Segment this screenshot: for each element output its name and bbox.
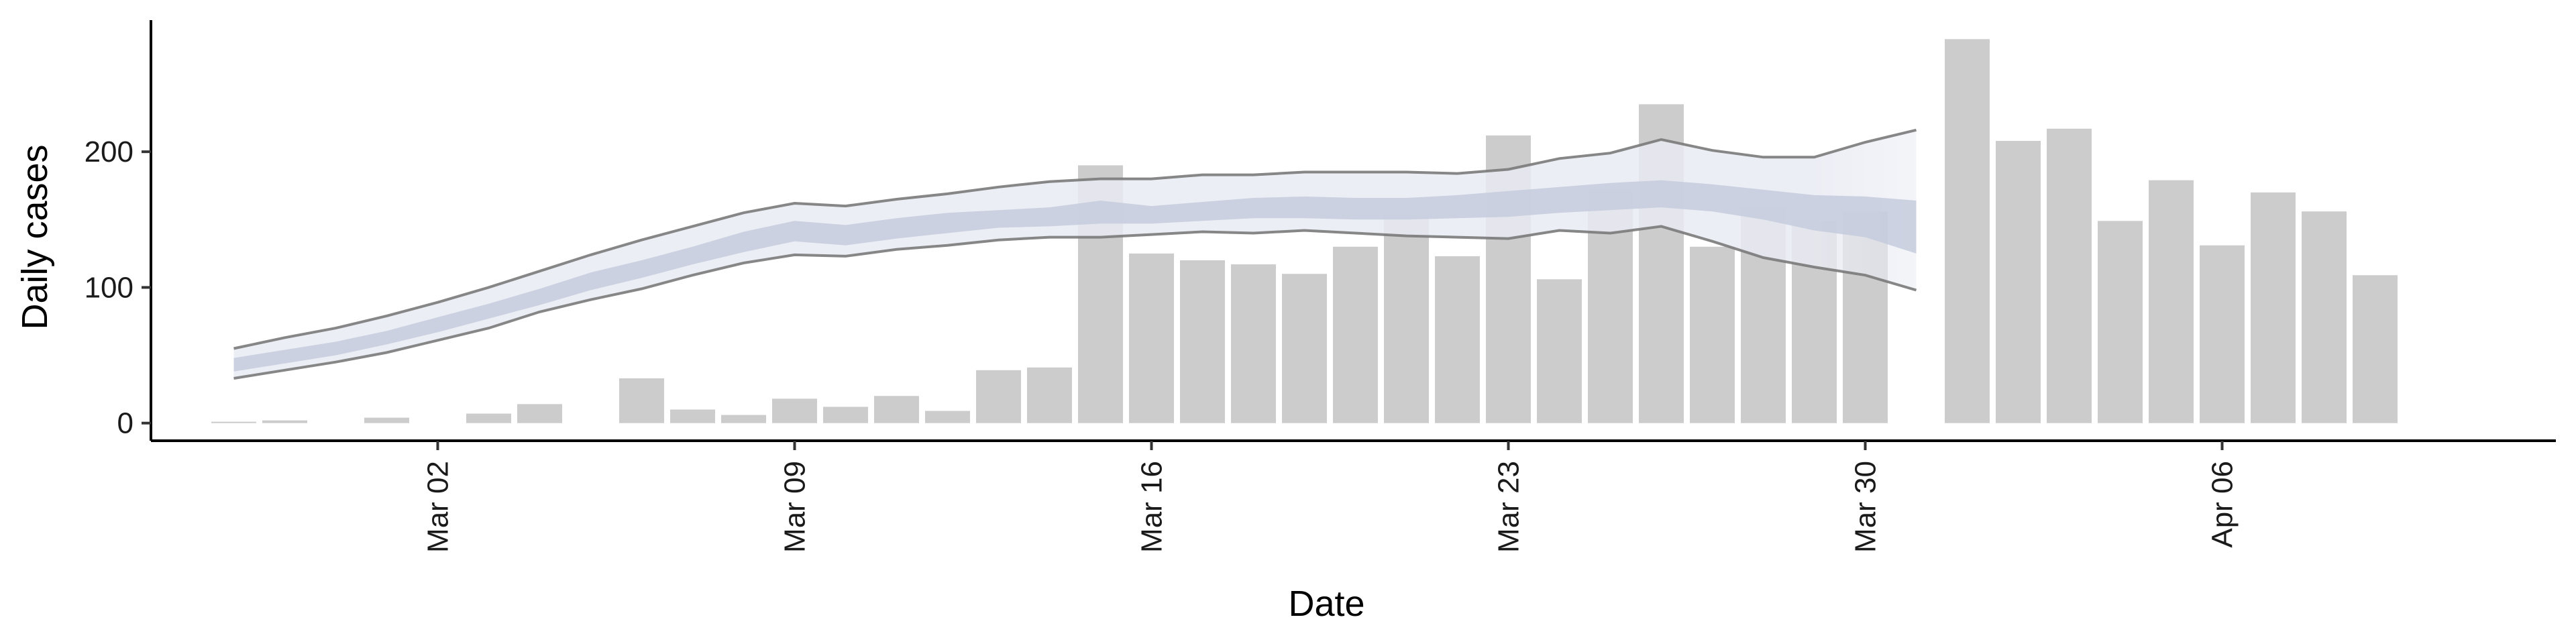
y-tick-label: 0 bbox=[117, 407, 133, 440]
bar-2020-03-04 bbox=[517, 404, 562, 423]
x-tick-label: Mar 30 bbox=[1849, 461, 1882, 553]
bar-2020-04-04 bbox=[2098, 221, 2143, 423]
inner-estimate-band bbox=[233, 180, 1917, 372]
bar-2020-04-05 bbox=[2149, 180, 2194, 423]
bar-2020-04-01 bbox=[1945, 39, 1990, 423]
y-tick-label: 100 bbox=[85, 271, 133, 304]
x-tick-label: Mar 23 bbox=[1493, 461, 1525, 553]
bar-2020-03-08 bbox=[721, 415, 766, 423]
bar-2020-03-01 bbox=[364, 417, 409, 423]
bar-2020-03-18 bbox=[1231, 264, 1276, 423]
bar-2020-03-07 bbox=[670, 409, 715, 423]
bar-2020-03-17 bbox=[1180, 260, 1225, 423]
axes: 0 100 200 Mar 02 Mar 09 Mar 16 Mar 23 Mar 30 Ap… bbox=[85, 20, 2556, 553]
upper-bound-line bbox=[233, 128, 1917, 350]
x-tick-label: Mar 09 bbox=[779, 461, 812, 553]
bar-2020-03-24 bbox=[1537, 279, 1582, 423]
bar-2020-03-16 bbox=[1129, 253, 1174, 423]
y-axis-title: Daily cases bbox=[15, 144, 55, 329]
x-axis-title: Date bbox=[1288, 584, 1364, 624]
x-ticks: Mar 02 Mar 09 Mar 16 Mar 23 Mar 30 Apr 06 bbox=[422, 441, 2239, 553]
bar-2020-04-03 bbox=[2047, 128, 2092, 423]
y-tick-label: 200 bbox=[85, 136, 133, 168]
bar-2020-02-28 bbox=[262, 420, 307, 423]
bar-2020-02-27 bbox=[211, 421, 256, 423]
bar-2020-03-06 bbox=[619, 378, 664, 423]
x-tick-label: Mar 16 bbox=[1136, 461, 1169, 553]
bar-2020-04-02 bbox=[1996, 141, 2041, 423]
bar-2020-03-12 bbox=[925, 411, 970, 423]
bar-2020-03-10 bbox=[823, 407, 868, 423]
bar-2020-03-13 bbox=[976, 370, 1021, 423]
lower-bound-line bbox=[233, 225, 1917, 380]
bar-2020-04-06 bbox=[2200, 245, 2245, 423]
bar-2020-04-09 bbox=[2353, 275, 2398, 423]
x-tick-label: Mar 02 bbox=[422, 461, 455, 553]
bar-2020-03-27 bbox=[1690, 246, 1735, 423]
estimate-layer bbox=[233, 128, 1917, 380]
bar-2020-04-08 bbox=[2302, 211, 2347, 423]
y-ticks: 0 100 200 bbox=[85, 136, 151, 440]
bar-2020-03-09 bbox=[772, 398, 817, 423]
bars-group bbox=[211, 39, 2398, 423]
bar-2020-03-21 bbox=[1384, 215, 1429, 423]
bar-2020-03-03 bbox=[466, 413, 511, 423]
bar-2020-03-20 bbox=[1333, 246, 1378, 423]
bar-2020-04-07 bbox=[2251, 192, 2296, 423]
bar-2020-03-19 bbox=[1282, 274, 1327, 423]
bar-2020-03-22 bbox=[1435, 256, 1480, 423]
plot-area bbox=[211, 39, 2398, 423]
bar-2020-03-11 bbox=[874, 396, 919, 423]
x-tick-label: Apr 06 bbox=[2206, 461, 2239, 548]
bar-2020-03-14 bbox=[1027, 367, 1072, 423]
